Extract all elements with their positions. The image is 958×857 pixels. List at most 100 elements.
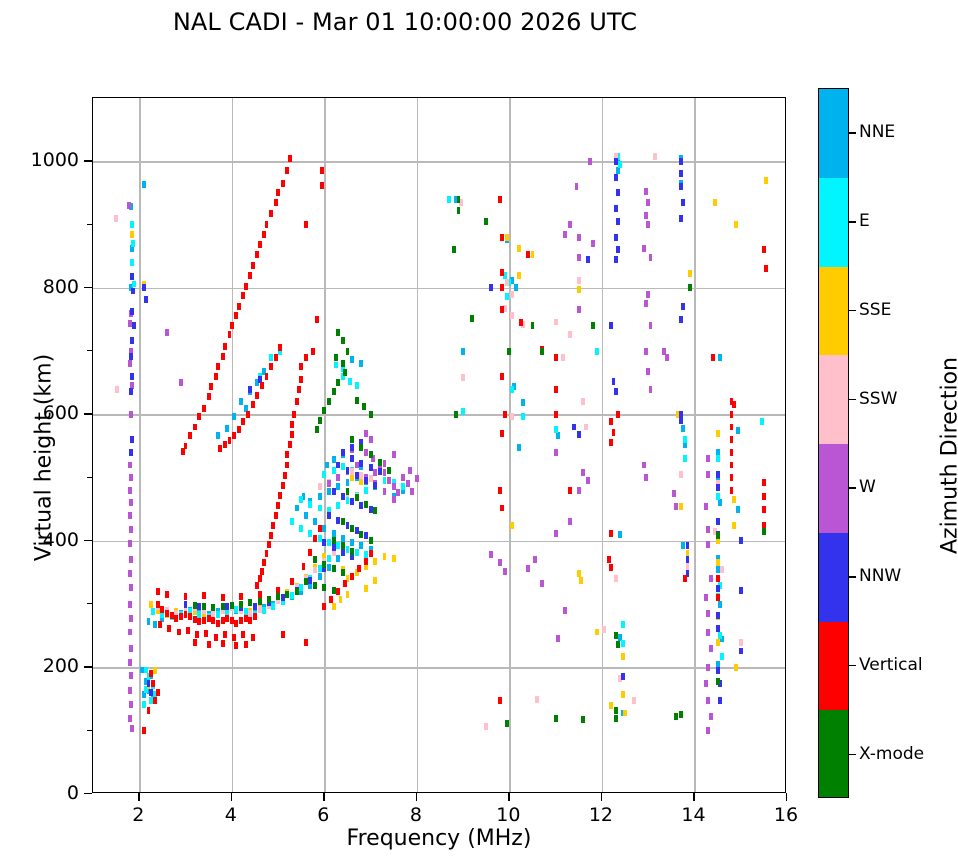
data-marker bbox=[204, 629, 209, 637]
data-marker bbox=[345, 466, 350, 474]
data-marker bbox=[130, 245, 135, 253]
data-marker bbox=[252, 613, 257, 621]
data-marker bbox=[516, 271, 521, 279]
data-marker bbox=[359, 460, 364, 468]
data-marker bbox=[519, 319, 523, 327]
data-marker bbox=[215, 610, 220, 618]
data-marker bbox=[350, 467, 355, 475]
data-marker bbox=[410, 488, 415, 496]
data-marker bbox=[273, 198, 278, 206]
data-marker bbox=[326, 538, 331, 546]
data-marker bbox=[678, 410, 683, 418]
data-marker bbox=[313, 534, 318, 542]
data-marker bbox=[146, 673, 151, 681]
data-marker bbox=[738, 638, 743, 646]
data-marker bbox=[715, 493, 720, 501]
data-marker bbox=[646, 221, 651, 229]
y-tick-mark bbox=[84, 413, 92, 415]
data-marker bbox=[220, 352, 225, 360]
data-marker bbox=[280, 598, 285, 606]
data-marker bbox=[350, 443, 355, 451]
data-marker bbox=[361, 403, 366, 411]
colorbar-segment-e[interactable] bbox=[819, 177, 848, 267]
data-marker bbox=[368, 475, 373, 483]
data-marker bbox=[206, 614, 211, 622]
data-marker bbox=[678, 315, 683, 323]
x-axis-label: Frequency (MHz) bbox=[346, 826, 532, 851]
data-marker bbox=[227, 437, 232, 445]
data-marker bbox=[620, 652, 625, 660]
data-marker bbox=[248, 609, 253, 617]
data-marker bbox=[276, 501, 281, 509]
data-marker bbox=[620, 673, 625, 681]
data-marker bbox=[620, 620, 625, 628]
data-marker bbox=[556, 634, 560, 642]
data-marker bbox=[586, 255, 590, 263]
data-marker bbox=[715, 638, 720, 646]
data-marker bbox=[761, 246, 766, 254]
colorbar-segment-w[interactable] bbox=[819, 444, 848, 533]
colorbar-label-ssw: SSW bbox=[859, 388, 898, 409]
data-marker bbox=[761, 505, 766, 513]
data-marker bbox=[715, 584, 720, 592]
data-marker bbox=[454, 195, 459, 203]
data-marker bbox=[680, 424, 685, 432]
data-marker bbox=[130, 308, 135, 316]
data-marker bbox=[354, 527, 359, 535]
data-marker bbox=[717, 696, 722, 704]
data-marker bbox=[153, 620, 158, 628]
data-marker bbox=[232, 413, 237, 421]
data-marker bbox=[616, 246, 621, 254]
data-marker bbox=[181, 447, 186, 455]
data-marker bbox=[255, 391, 260, 399]
data-marker bbox=[148, 670, 153, 678]
data-marker bbox=[729, 436, 734, 444]
colorbar-title: Azimuth Direction bbox=[937, 356, 958, 555]
colorbar-segment-nnw[interactable] bbox=[819, 532, 848, 622]
data-marker bbox=[560, 353, 565, 361]
data-marker bbox=[391, 479, 396, 487]
data-marker bbox=[715, 565, 720, 573]
colorbar-segment-sse[interactable] bbox=[819, 266, 848, 356]
data-marker bbox=[345, 488, 350, 496]
data-marker bbox=[377, 467, 382, 475]
data-marker bbox=[331, 456, 336, 464]
data-marker bbox=[153, 696, 158, 704]
colorbar-segment-ssw[interactable] bbox=[819, 355, 848, 444]
data-marker bbox=[350, 498, 355, 506]
data-marker bbox=[590, 240, 595, 247]
data-marker bbox=[269, 209, 274, 217]
data-marker bbox=[317, 524, 322, 532]
data-marker bbox=[729, 398, 734, 406]
plot-area[interactable] bbox=[92, 97, 786, 793]
colorbar-segment-nne[interactable] bbox=[819, 89, 848, 178]
data-marker bbox=[717, 600, 722, 608]
data-marker bbox=[192, 638, 197, 646]
data-marker bbox=[169, 612, 174, 620]
data-marker bbox=[509, 413, 514, 421]
colorbar-tick-mark bbox=[849, 132, 856, 134]
colorbar[interactable] bbox=[818, 88, 849, 798]
data-marker bbox=[521, 413, 526, 421]
data-marker bbox=[609, 438, 614, 446]
data-marker bbox=[183, 593, 188, 601]
data-marker bbox=[364, 562, 368, 570]
data-marker bbox=[391, 495, 396, 503]
colorbar-segment-x-mode[interactable] bbox=[819, 710, 848, 797]
data-marker bbox=[613, 157, 618, 165]
data-marker bbox=[613, 707, 618, 714]
data-marker bbox=[706, 470, 711, 478]
colorbar-segment-vertical[interactable] bbox=[819, 621, 848, 711]
data-marker bbox=[313, 566, 318, 574]
data-marker bbox=[229, 601, 234, 609]
data-marker bbox=[687, 284, 692, 292]
data-marker bbox=[178, 379, 183, 387]
x-tick-label: 14 bbox=[681, 804, 706, 826]
data-marker bbox=[255, 379, 260, 387]
data-marker bbox=[512, 383, 516, 390]
x-tick-label: 12 bbox=[588, 804, 614, 826]
data-marker bbox=[717, 499, 722, 507]
data-marker bbox=[715, 455, 720, 463]
data-marker bbox=[500, 504, 505, 512]
data-marker bbox=[340, 518, 345, 526]
